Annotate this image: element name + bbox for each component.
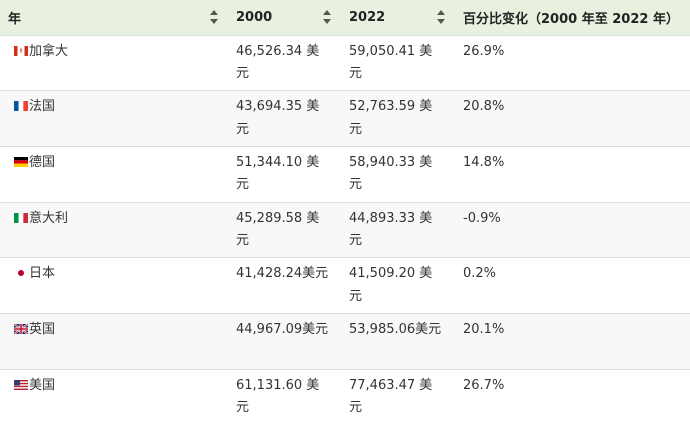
value-2000: 45,289.58 美元 — [236, 210, 320, 249]
value-2000: 51,344.10 美元 — [236, 154, 320, 193]
value-2022: 41,509.20 美元 — [349, 266, 433, 304]
country-cell: 日本 — [0, 258, 228, 314]
header-2022-label: 2022 — [349, 9, 386, 25]
country-name: 英国 — [29, 321, 56, 337]
header-change[interactable]: 百分比变化（2000 年至 2022 年） — [455, 0, 690, 35]
country-name: 加拿大 — [29, 43, 69, 59]
usa-flag-icon — [14, 379, 28, 390]
sort-icon[interactable] — [437, 10, 445, 25]
table-row: 日本 41,428.24美元 41,509.20 美元 0.2% — [0, 257, 690, 314]
percent-change: 26.7% — [463, 377, 505, 393]
country-name: 美国 — [29, 377, 56, 393]
header-2000[interactable]: 2000 — [228, 0, 341, 35]
country-cell: 法国 — [0, 91, 228, 147]
sort-icon[interactable] — [210, 10, 218, 25]
country-cell: 加拿大 — [0, 35, 228, 91]
header-change-label: 百分比变化（2000 年至 2022 年） — [463, 11, 679, 27]
table-row: 美国 61,131.60 美元 77,463.47 美元 26.7% — [0, 369, 690, 425]
header-year-label: 年 — [8, 11, 22, 27]
value-2022: 52,763.59 美元 — [349, 99, 433, 137]
country-name: 德国 — [29, 154, 56, 170]
table-row: 德国 51,344.10 美元 58,940.33 美元 14.8% — [0, 146, 690, 202]
country-cell: 意大利 — [0, 202, 228, 258]
country-name: 日本 — [29, 266, 56, 282]
header-2000-label: 2000 — [236, 9, 273, 25]
value-2000: 43,694.35 美元 — [236, 99, 320, 137]
percent-change: 14.8% — [463, 154, 505, 170]
country-name: 法国 — [29, 99, 56, 115]
value-2000: 44,967.09美元 — [236, 321, 329, 337]
value-2000: 61,131.60 美元 — [236, 377, 320, 416]
header-year[interactable]: 年 — [0, 0, 228, 35]
value-2000: 41,428.24美元 — [236, 266, 329, 282]
country-cell: 美国 — [0, 369, 228, 425]
table-row: 法国 43,694.35 美元 52,763.59 美元 20.8% — [0, 90, 690, 147]
percent-change: 0.2% — [463, 266, 497, 282]
value-2022: 53,985.06美元 — [349, 321, 442, 337]
percent-change: -0.9% — [463, 210, 501, 226]
value-2022: 58,940.33 美元 — [349, 154, 433, 193]
country-cell: 英国 — [0, 313, 228, 369]
table-row: 意大利 45,289.58 美元 44,893.33 美元 -0.9% — [0, 202, 690, 258]
percent-change: 20.8% — [463, 99, 505, 115]
table-row: 英国 44,967.09美元 53,985.06美元 20.1% — [0, 313, 690, 370]
france-flag-icon — [14, 101, 28, 112]
japan-flag-icon — [14, 268, 28, 279]
value-2022: 59,050.41 美元 — [349, 43, 433, 82]
value-2022: 44,893.33 美元 — [349, 210, 433, 249]
country-cell: 德国 — [0, 146, 228, 202]
canada-flag-icon — [14, 45, 28, 56]
header-2022[interactable]: 2022 — [341, 0, 455, 35]
percent-change: 20.1% — [463, 321, 505, 337]
percent-change: 26.9% — [463, 43, 505, 59]
value-2022: 77,463.47 美元 — [349, 377, 433, 416]
sort-icon[interactable] — [323, 10, 331, 25]
table-header-row: 年 2000 2022 百分比变化（2000 年至 2022 年） — [0, 0, 690, 35]
country-name: 意大利 — [29, 210, 69, 226]
italy-flag-icon — [14, 212, 28, 223]
germany-flag-icon — [14, 156, 28, 167]
uk-flag-icon — [14, 323, 28, 334]
table-row: 加拿大 46,526.34 美元 59,050.41 美元 26.9% — [0, 35, 690, 91]
value-2000: 46,526.34 美元 — [236, 43, 320, 82]
